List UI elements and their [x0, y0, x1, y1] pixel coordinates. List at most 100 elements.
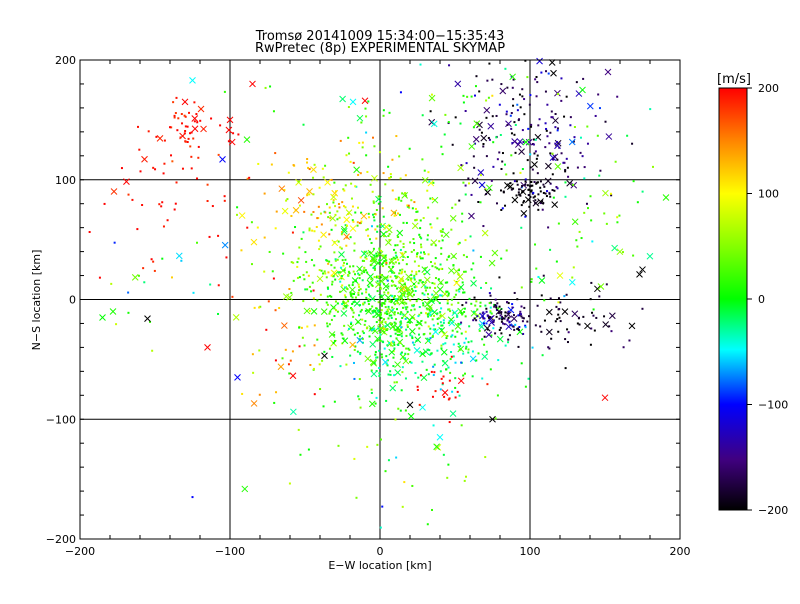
- data-point-dot: [358, 398, 361, 401]
- data-point-dot: [487, 136, 490, 139]
- data-point-dot: [354, 211, 357, 214]
- data-point-dot: [548, 142, 551, 145]
- data-point-dot: [404, 283, 407, 286]
- data-point-dot: [412, 238, 415, 241]
- data-point-dot: [387, 310, 390, 313]
- data-point-x: [481, 229, 489, 237]
- data-point-dot: [431, 318, 434, 321]
- data-point-dot: [360, 121, 363, 124]
- data-point-x: [419, 350, 426, 358]
- data-point-x: [584, 322, 591, 330]
- data-point-dot: [535, 267, 538, 270]
- data-point-dot: [153, 269, 156, 272]
- data-point-dot: [479, 305, 482, 308]
- data-point-dot: [284, 348, 287, 351]
- data-point-dot: [290, 261, 293, 264]
- data-point-dot: [246, 177, 249, 180]
- data-point-dot: [490, 287, 493, 290]
- data-point-dot: [272, 110, 275, 113]
- data-point-x: [330, 269, 338, 277]
- data-point-dot: [358, 335, 361, 338]
- data-point-dot: [333, 339, 336, 342]
- data-point-dot: [501, 207, 504, 210]
- data-point-dot: [549, 152, 552, 155]
- data-point-dot: [590, 327, 593, 330]
- data-point-x: [109, 308, 117, 315]
- data-point-dot: [521, 191, 524, 194]
- data-point-x: [454, 80, 462, 88]
- data-point-dot: [511, 306, 514, 309]
- data-point-dot: [424, 289, 427, 292]
- data-point-dot: [591, 240, 594, 243]
- data-point-dot: [563, 115, 566, 118]
- data-point-dot: [346, 236, 349, 239]
- data-point-dot: [404, 352, 407, 355]
- data-point-dot: [649, 108, 652, 111]
- data-point-dot: [340, 247, 343, 250]
- data-point-dot: [449, 371, 452, 374]
- data-point-dot: [451, 329, 454, 332]
- data-point-dot: [405, 308, 408, 311]
- data-point-dot: [161, 201, 164, 204]
- data-point-dot: [190, 155, 193, 158]
- data-point-dot: [444, 113, 447, 116]
- data-point-dot: [236, 213, 239, 216]
- data-point-dot: [396, 287, 399, 290]
- data-point-dot: [141, 204, 144, 207]
- data-point-dot: [440, 234, 443, 237]
- data-point-x: [609, 312, 616, 320]
- data-point-dot: [406, 293, 409, 296]
- data-point-x: [441, 359, 449, 367]
- data-point-dot: [180, 259, 183, 262]
- data-point-dot: [457, 342, 460, 345]
- data-point-dot: [524, 324, 527, 327]
- data-point-dot: [379, 526, 382, 529]
- data-point-dot: [208, 235, 211, 238]
- data-point-x: [123, 178, 130, 185]
- data-point-x: [360, 250, 368, 258]
- data-point-dot: [485, 307, 488, 310]
- data-point-dot: [456, 390, 459, 393]
- data-point-dot: [175, 96, 178, 99]
- data-point-dot: [302, 300, 305, 303]
- data-point-dot: [373, 254, 376, 257]
- data-point-dot: [413, 278, 416, 281]
- data-point-dot: [528, 103, 531, 106]
- data-point-dot: [357, 173, 360, 176]
- data-point-dot: [436, 312, 439, 315]
- data-point-dot: [388, 265, 391, 268]
- data-point-dot: [434, 286, 437, 289]
- data-point-x: [479, 312, 486, 320]
- data-point-x: [491, 249, 499, 257]
- data-point-dot: [564, 168, 567, 171]
- data-point-dot: [541, 208, 544, 211]
- data-point-dot: [414, 207, 417, 210]
- data-point-dot: [544, 122, 547, 125]
- data-point-dot: [472, 249, 475, 252]
- data-point-dot: [482, 311, 485, 314]
- data-point-dot: [333, 251, 336, 254]
- data-point-dot: [345, 154, 348, 157]
- data-point-dot: [348, 152, 351, 155]
- data-point-dot: [494, 417, 497, 420]
- data-point-dot: [338, 206, 341, 209]
- data-point-dot: [392, 256, 395, 259]
- data-point-dot: [486, 79, 489, 82]
- data-point-dot: [446, 258, 449, 261]
- data-point-dot: [460, 164, 463, 167]
- data-point-dot: [151, 349, 154, 352]
- data-point-dot: [386, 276, 389, 279]
- data-point-dot: [415, 255, 418, 258]
- data-point-x: [628, 322, 636, 330]
- data-point-dot: [344, 258, 347, 261]
- data-point-dot: [437, 317, 440, 320]
- data-point-dot: [291, 350, 294, 353]
- data-point-dot: [312, 176, 315, 179]
- data-point-dot: [352, 328, 355, 331]
- data-point-dot: [318, 248, 321, 251]
- data-point-dot: [441, 382, 444, 385]
- data-point-dot: [348, 272, 351, 275]
- data-point-dot: [545, 70, 548, 73]
- data-point-dot: [520, 204, 523, 207]
- data-point-dot: [342, 188, 345, 191]
